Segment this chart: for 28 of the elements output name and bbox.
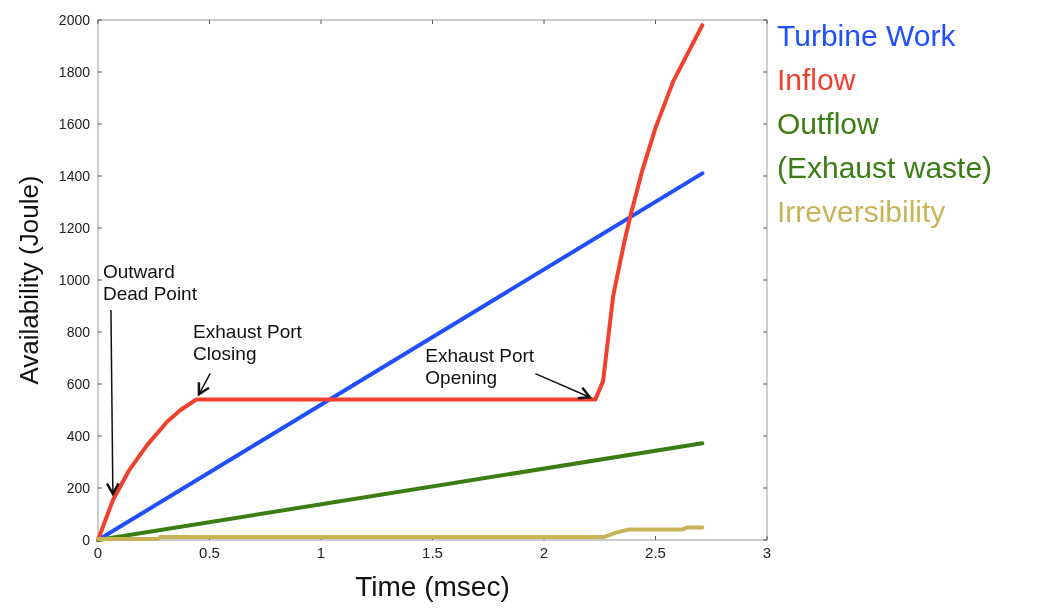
text: Inflow bbox=[777, 63, 856, 96]
y-tick-label: 800 bbox=[66, 324, 91, 340]
y-tick-label: 0 bbox=[82, 532, 91, 548]
y-tick-label: 1400 bbox=[58, 168, 91, 184]
annotation: Exhaust Port Opening bbox=[425, 344, 535, 388]
x-tick-label: 2 bbox=[539, 544, 549, 561]
annotation: Outward Dead Point bbox=[102, 260, 198, 304]
x-tick-label: 2.5 bbox=[645, 544, 666, 561]
line-series bbox=[96, 525, 705, 541]
x-tick-label: 0.5 bbox=[199, 544, 220, 561]
y-tick-label: 200 bbox=[66, 480, 91, 496]
y-tick-label: 1200 bbox=[58, 220, 91, 236]
text: Irreversibility bbox=[777, 195, 946, 228]
x-tick-label: 3 bbox=[762, 544, 772, 561]
y-tick-label: 1600 bbox=[58, 116, 91, 132]
y-tick-label: 400 bbox=[66, 428, 91, 444]
y-tick-label: 600 bbox=[66, 376, 91, 392]
y-tick-label: 1800 bbox=[58, 64, 91, 80]
text: Outflow (Exhaust waste) bbox=[777, 107, 993, 184]
y-tick-label: 1000 bbox=[58, 272, 91, 288]
annotation: Exhaust Port Closing bbox=[193, 320, 303, 364]
x-tick-label: 1.5 bbox=[422, 544, 443, 561]
x-tick-label: 0 bbox=[93, 544, 103, 561]
x-axis-title: Time (msec) bbox=[355, 571, 510, 602]
text: Turbine Work bbox=[777, 19, 957, 52]
y-tick-label: 2000 bbox=[58, 12, 91, 28]
x-tick-label: 1 bbox=[316, 544, 326, 561]
y-axis-title: Availability (Joule) bbox=[14, 175, 44, 385]
